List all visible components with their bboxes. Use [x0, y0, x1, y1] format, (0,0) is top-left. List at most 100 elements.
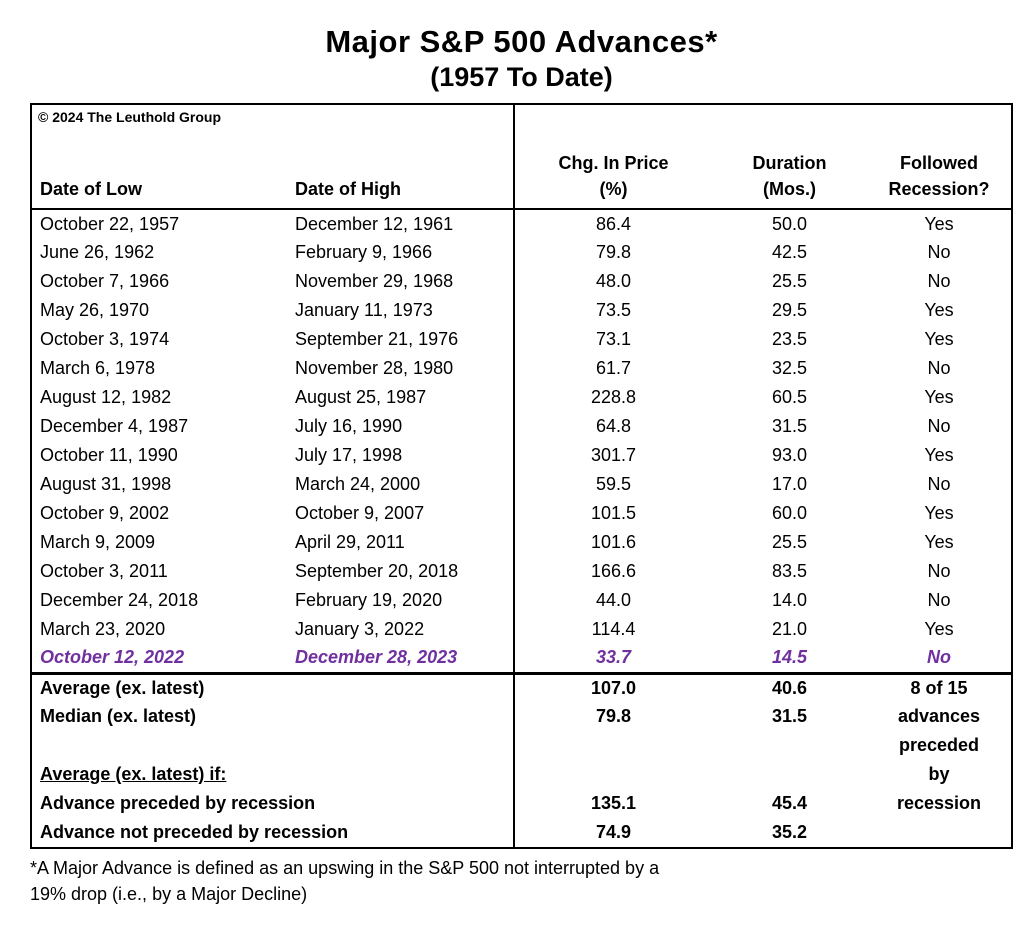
summary-row: Advance preceded by recession 135.1 45.4 re…	[32, 789, 1011, 818]
cell-followed-recession: No	[927, 242, 951, 262]
cell-summary-chg	[513, 731, 712, 760]
cell-date-of-high: November 29, 1968	[295, 271, 454, 291]
cell-chg-in-price: 44.0	[513, 586, 712, 615]
table-body: October 22, 1957 December 12, 1961 86.4 50.…	[32, 209, 1011, 673]
cell-chg-in-price: 59.5	[513, 470, 712, 499]
cell-duration: 25.5	[771, 271, 808, 291]
cell-duration: 21.0	[771, 619, 808, 639]
cell-duration: 32.5	[771, 358, 808, 378]
summary-row: Median (ex. latest) 79.8 31.5 advances	[32, 702, 1011, 731]
cell-summary-label: Advance preceded by recession	[40, 793, 316, 813]
cell-date-of-high: July 17, 1998	[295, 445, 403, 465]
cell-date-of-high: November 28, 1980	[295, 358, 454, 378]
cell-date-of-high: January 3, 2022	[295, 619, 425, 639]
cell-date-of-low: October 3, 2011	[40, 561, 168, 581]
cell-summary-dur: 40.6	[712, 671, 867, 702]
cell-chg-in-price: 48.0	[513, 267, 712, 296]
cell-date-of-low: October 3, 1974	[40, 329, 170, 349]
cell-followed-recession: No	[927, 474, 951, 494]
cell-summary-dur	[712, 731, 867, 760]
cell-duration: 60.0	[771, 503, 808, 523]
table-row: December 24, 2018 February 19, 2020 44.0 14…	[32, 586, 1011, 615]
summary-row: Average (ex. latest) 107.0 40.6 8 of 15	[32, 671, 1011, 702]
cell-followed-recession: Yes	[924, 532, 954, 552]
cell-date-of-high: February 9, 1966	[295, 242, 433, 262]
cell-followed-recession: Yes	[924, 503, 954, 523]
summary-row: preceded	[32, 731, 1011, 760]
cell-followed-recession: No	[927, 416, 951, 436]
copyright-notice: © 2024 The Leuthold Group	[38, 109, 221, 125]
table-row: October 7, 1966 November 29, 1968 48.0 25.5…	[32, 267, 1011, 296]
cell-date-of-low: October 11, 1990	[40, 445, 178, 465]
cell-date-of-low: December 4, 1987	[40, 416, 189, 436]
page-subtitle: (1957 To Date)	[430, 62, 613, 92]
table-row: October 12, 2022 December 28, 2023 33.7 14.…	[32, 644, 1011, 673]
table-row: October 9, 2002 October 9, 2007 101.5 60.0 Y…	[32, 499, 1011, 528]
cell-date-of-high: February 19, 2020	[295, 590, 443, 610]
cell-followed-recession: Yes	[924, 329, 954, 349]
cell-summary-note: by	[928, 764, 950, 784]
cell-chg-in-price: 101.5	[513, 499, 712, 528]
cell-followed-recession: Yes	[924, 445, 954, 465]
cell-followed-recession: No	[927, 358, 951, 378]
footnote-line-2: 19% drop (i.e., by a Major Decline)	[30, 884, 308, 904]
cell-date-of-high: December 28, 2023	[295, 647, 458, 668]
table-row: May 26, 1970 January 11, 1973 73.5 29.5 Yes	[32, 296, 1011, 325]
cell-summary-note: 8 of 15	[867, 671, 1011, 702]
header-duration: Duration (Mos.)	[712, 105, 867, 210]
header-chg-in-price: Chg. In Price (%)	[513, 105, 712, 210]
cell-summary-label	[32, 731, 514, 760]
cell-date-of-high: October 9, 2007	[295, 503, 425, 523]
advances-table-frame: © 2024 The Leuthold Group Date of Low Da…	[30, 103, 1013, 849]
cell-duration: 93.0	[771, 445, 808, 465]
table-row: October 11, 1990 July 17, 1998 301.7 93.0 Ye…	[32, 441, 1011, 470]
cell-date-of-high: December 12, 1961	[295, 213, 454, 234]
cell-summary-chg	[513, 760, 712, 789]
cell-date-of-low: June 26, 1962	[40, 242, 155, 262]
cell-duration: 60.5	[771, 387, 808, 407]
footnote: *A Major Advance is defined as an upswin…	[30, 855, 1013, 907]
cell-followed-recession: No	[927, 561, 951, 581]
cell-duration: 29.5	[771, 300, 808, 320]
cell-date-of-low: October 22, 1957	[40, 213, 180, 234]
cell-followed-recession: No	[927, 647, 951, 668]
cell-summary-dur	[712, 760, 867, 789]
cell-duration: 83.5	[771, 561, 808, 581]
footnote-line-1: *A Major Advance is defined as an upswin…	[30, 858, 660, 878]
cell-date-of-low: March 6, 1978	[40, 358, 156, 378]
cell-date-of-high: August 25, 1987	[295, 387, 427, 407]
cell-date-of-low: August 31, 1998	[40, 474, 172, 494]
table-row: August 12, 1982 August 25, 1987 228.8 60.5 Y…	[32, 383, 1011, 412]
cell-followed-recession: Yes	[924, 387, 954, 407]
cell-date-of-high: September 20, 2018	[295, 561, 459, 581]
cell-summary-chg: 135.1	[513, 789, 712, 818]
cell-chg-in-price: 101.6	[513, 528, 712, 557]
cell-date-of-low: October 9, 2002	[40, 503, 170, 523]
cell-followed-recession: Yes	[924, 619, 954, 639]
table-row: August 31, 1998 March 24, 2000 59.5 17.0 No	[32, 470, 1011, 499]
cell-date-of-low: August 12, 1982	[40, 387, 172, 407]
cell-date-of-high: January 11, 1973	[295, 300, 433, 320]
cell-chg-in-price: 166.6	[513, 557, 712, 586]
table-row: March 6, 1978 November 28, 1980 61.7 32.5 No	[32, 354, 1011, 383]
table-row: March 23, 2020 January 3, 2022 114.4 21.0 Ye…	[32, 615, 1011, 644]
cell-date-of-low: March 9, 2009	[40, 532, 156, 552]
table-row: June 26, 1962 February 9, 1966 79.8 42.5 No	[32, 238, 1011, 267]
cell-duration: 17.0	[771, 474, 808, 494]
cell-date-of-low: December 24, 2018	[40, 590, 199, 610]
cell-duration: 23.5	[771, 329, 808, 349]
table-row: March 9, 2009 April 29, 2011 101.6 25.5 Yes	[32, 528, 1011, 557]
cell-chg-in-price: 301.7	[513, 441, 712, 470]
cell-chg-in-price: 114.4	[513, 615, 712, 644]
page-title: Major S&P 500 Advances*	[325, 24, 718, 59]
cell-summary-chg: 107.0	[513, 671, 712, 702]
header-row: Date of Low Date of High Chg. In Price (…	[32, 105, 1011, 210]
table-row: December 4, 1987 July 16, 1990 64.8 31.5 No	[32, 412, 1011, 441]
cell-summary-note: recession	[896, 793, 982, 813]
cell-duration: 14.0	[771, 590, 808, 610]
cell-duration: 42.5	[771, 242, 808, 262]
cell-chg-in-price: 73.1	[513, 325, 712, 354]
cell-summary-dur: 35.2	[771, 822, 808, 842]
summary-row: Advance not preceded by recession 74.9 35.…	[32, 818, 1011, 847]
